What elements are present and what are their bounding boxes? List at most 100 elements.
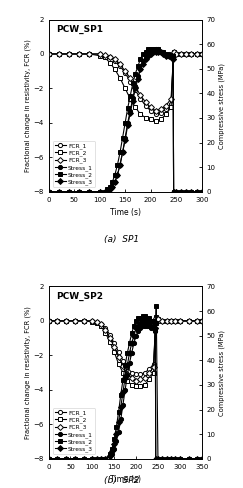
Stress_1: [129, 108, 132, 114]
FCR_1: [170, 101, 173, 107]
FCR_3: [200, 318, 203, 324]
FCR_3: [148, 370, 151, 376]
Stress_1: [47, 456, 50, 462]
FCR_1: [156, 318, 159, 324]
FCR_1: [95, 319, 98, 325]
Line: FCR_2: FCR_2: [46, 315, 204, 388]
Stress_1: [65, 456, 68, 462]
Stress_3: [157, 49, 160, 55]
Stress_3: [174, 456, 177, 462]
Stress_3: [141, 61, 144, 67]
FCR_2: [152, 370, 155, 376]
FCR_1: [195, 51, 198, 57]
FCR_2: [170, 104, 173, 110]
Stress_1: [119, 162, 122, 167]
Stress_1: [103, 189, 106, 195]
Stress_2: [170, 456, 173, 462]
Stress_3: [47, 189, 50, 195]
Y-axis label: Compressive stress (MPa): Compressive stress (MPa): [218, 62, 225, 149]
Stress_1: [154, 456, 157, 462]
Stress_2: [141, 313, 144, 319]
FCR_3: [156, 316, 159, 322]
Stress_3: [130, 340, 133, 346]
Stress_1: [175, 189, 178, 195]
FCR_2: [117, 361, 120, 367]
Stress_1: [161, 456, 164, 462]
FCR_1: [47, 51, 50, 57]
Stress_3: [139, 66, 142, 72]
Stress_1: [149, 49, 152, 55]
Stress_2: [187, 456, 190, 462]
Stress_1: [100, 456, 103, 462]
Stress_1: [131, 95, 134, 101]
FCR_2: [119, 75, 122, 81]
FCR_1: [143, 370, 146, 376]
FCR_3: [159, 106, 162, 112]
Stress_1: [135, 333, 138, 339]
Stress_1: [162, 49, 165, 55]
FCR_3: [165, 318, 168, 324]
Stress_2: [119, 149, 122, 155]
Stress_3: [154, 456, 157, 462]
Stress_3: [175, 189, 178, 195]
FCR_1: [126, 365, 129, 370]
FCR_2: [113, 349, 116, 355]
Stress_1: [200, 189, 203, 195]
FCR_1: [200, 51, 203, 57]
FCR_1: [161, 318, 164, 324]
Stress_1: [119, 416, 122, 422]
Stress_1: [180, 189, 183, 195]
Stress_2: [136, 63, 139, 69]
FCR_3: [113, 344, 116, 350]
Stress_1: [108, 453, 111, 459]
FCR_3: [187, 318, 190, 324]
Stress_2: [147, 46, 149, 52]
FCR_2: [56, 318, 59, 324]
FCR_2: [143, 382, 146, 387]
Stress_2: [200, 456, 203, 462]
Stress_2: [185, 189, 188, 195]
Stress_3: [180, 189, 183, 195]
Stress_1: [147, 51, 149, 57]
Stress_1: [124, 387, 127, 393]
Stress_3: [154, 325, 157, 331]
Stress_3: [148, 321, 151, 326]
Stress_2: [95, 456, 98, 462]
Stress_2: [190, 189, 193, 195]
FCR_3: [185, 51, 188, 57]
FCR_2: [122, 370, 124, 376]
FCR_1: [57, 51, 60, 57]
FCR_2: [82, 318, 85, 324]
FCR_3: [56, 318, 59, 324]
Stress_3: [190, 189, 193, 195]
Stress_2: [155, 303, 158, 309]
Stress_1: [47, 189, 50, 195]
FCR_1: [144, 102, 147, 108]
FCR_3: [100, 322, 103, 327]
Stress_3: [187, 456, 190, 462]
Stress_3: [200, 456, 203, 462]
Stress_3: [170, 54, 173, 60]
Stress_2: [108, 451, 111, 457]
FCR_3: [180, 51, 183, 57]
Stress_2: [175, 189, 178, 195]
Legend: FCR_1, FCR_2, FCR_3, Stress_1, Stress_2, Stress_3: FCR_1, FCR_2, FCR_3, Stress_1, Stress_2,…: [53, 408, 95, 454]
FCR_2: [104, 330, 107, 336]
FCR_2: [195, 51, 198, 57]
FCR_3: [200, 51, 203, 57]
FCR_1: [200, 318, 203, 324]
Stress_2: [124, 362, 127, 368]
Stress_2: [47, 189, 50, 195]
FCR_1: [148, 366, 151, 372]
FCR_3: [78, 51, 81, 57]
Line: Stress_1: Stress_1: [46, 47, 204, 194]
Stress_3: [159, 49, 162, 55]
Stress_1: [139, 325, 142, 331]
FCR_3: [47, 318, 50, 324]
Stress_3: [95, 456, 98, 462]
Stress_2: [171, 54, 174, 60]
Stress_3: [113, 441, 116, 447]
Stress_2: [128, 340, 131, 346]
FCR_1: [174, 318, 177, 324]
Stress_2: [104, 456, 107, 462]
